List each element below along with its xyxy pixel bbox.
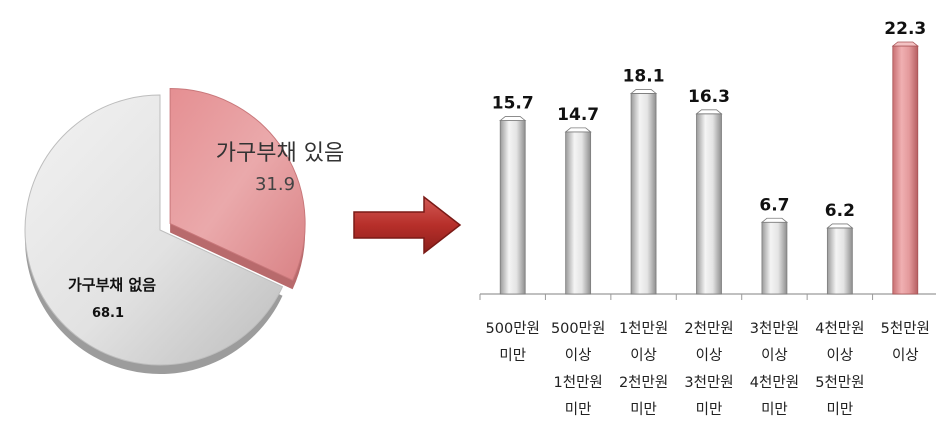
bar-value-label: 15.7 <box>492 94 534 114</box>
bar-value-label: 16.3 <box>688 87 730 107</box>
category-label: 3천만원 <box>750 320 799 337</box>
category-label: 4천만원 <box>750 374 799 391</box>
bar <box>826 227 853 295</box>
bar-value-label: 18.1 <box>623 66 665 86</box>
pie-slice <box>24 94 284 366</box>
category-label: 이상 <box>565 347 592 364</box>
category-label: 500만원 <box>551 320 605 337</box>
category-label: 이상 <box>761 347 788 364</box>
bar-cap <box>564 127 592 133</box>
pie-slice-label: 가구부채 없음 <box>68 276 156 294</box>
category-label: 이상 <box>892 347 919 364</box>
bar <box>761 221 788 295</box>
category-label: 500만원 <box>486 320 540 337</box>
pie-slice <box>169 88 306 281</box>
bar-cap <box>760 217 789 223</box>
category-label: 미만 <box>827 401 854 418</box>
category-label: 이상 <box>827 347 854 364</box>
category-label: 이상 <box>630 347 657 364</box>
right-arrow-icon <box>353 195 462 255</box>
category-label: 이상 <box>696 347 723 364</box>
category-label: 미만 <box>499 347 526 364</box>
bar-value-label: 6.7 <box>759 195 789 215</box>
category-label: 3천만원 <box>684 374 733 391</box>
bar-cap <box>826 223 854 229</box>
pie-slice-label: 가구부채 있음 <box>216 141 344 166</box>
bar-value-label: 6.2 <box>825 201 855 221</box>
bar-cap <box>629 89 658 94</box>
category-label: 미만 <box>630 401 657 418</box>
bar <box>696 113 722 295</box>
bar <box>499 120 526 295</box>
category-label: 1천만원 <box>619 320 668 337</box>
category-label: 미만 <box>565 401 592 418</box>
category-label: 5천만원 <box>815 374 864 391</box>
bar-value-label: 14.7 <box>557 105 599 125</box>
bar-cap <box>499 116 527 121</box>
bar <box>892 45 919 295</box>
bar-cap <box>695 109 723 115</box>
category-label: 4천만원 <box>815 320 864 337</box>
category-label: 2천만원 <box>619 374 668 391</box>
bar-cap <box>891 41 919 47</box>
category-label: 2천만원 <box>684 320 733 337</box>
pie-slice-value: 68.1 <box>92 306 124 321</box>
pie-slice-value: 31.9 <box>255 174 295 195</box>
category-label: 1천만원 <box>554 374 603 391</box>
bar-value-label: 22.3 <box>884 19 926 39</box>
bar <box>630 93 657 295</box>
category-label: 미만 <box>696 401 723 418</box>
bar <box>565 131 592 295</box>
category-label: 미만 <box>761 401 788 418</box>
category-label: 5천만원 <box>881 320 930 337</box>
